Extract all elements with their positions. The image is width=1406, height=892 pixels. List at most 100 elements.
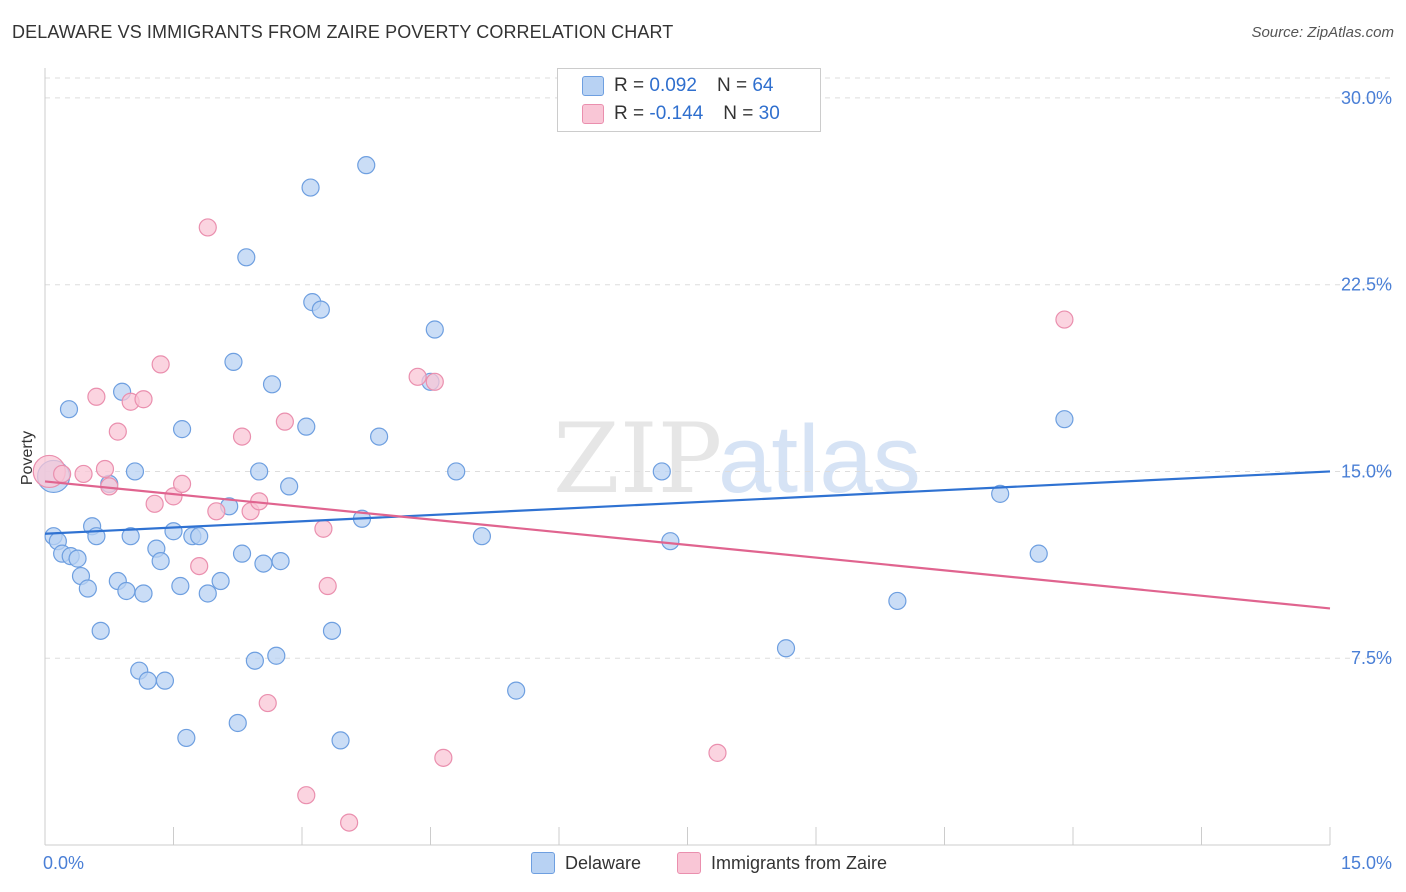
- delaware-point: [472, 527, 491, 546]
- delaware-point: [652, 462, 671, 481]
- zaire-point: [425, 372, 444, 391]
- zaire-swatch: [582, 104, 604, 124]
- delaware-point: [1055, 410, 1074, 429]
- delaware-point: [121, 527, 140, 546]
- source-label: Source: ZipAtlas.com: [1251, 24, 1394, 41]
- zaire-point: [164, 487, 183, 506]
- zaire-point: [258, 693, 277, 713]
- delaware-point: [280, 477, 299, 496]
- delaware-point: [245, 651, 264, 670]
- watermark-zip: ZIP: [553, 403, 722, 515]
- delaware-point: [311, 300, 330, 319]
- zaire-point: [87, 387, 106, 406]
- y-tick-label: 15.0%: [1341, 461, 1392, 481]
- delaware-point: [78, 579, 97, 598]
- r-value-zaire: -0.144: [649, 103, 704, 124]
- delaware-point: [370, 427, 389, 446]
- zaire-point: [275, 412, 294, 431]
- zaire-point: [151, 355, 170, 374]
- zaire-point: [74, 464, 93, 484]
- zaire-point: [340, 813, 359, 832]
- delaware-point: [507, 681, 526, 700]
- delaware-point: [59, 400, 79, 419]
- x-tick-label-min: 0.0%: [43, 853, 84, 873]
- zaire-point: [108, 422, 127, 441]
- grid: [45, 77, 1392, 659]
- zaire-points: [32, 218, 1074, 832]
- delaware-point: [888, 591, 907, 611]
- legend-row-zaire: R = -0.144 N = 30: [582, 101, 780, 127]
- delaware-point: [237, 248, 256, 267]
- zaire-point: [95, 459, 115, 479]
- watermark: ZIP atlas: [553, 403, 921, 515]
- delaware-point: [447, 462, 466, 481]
- delaware-point: [991, 484, 1010, 503]
- delaware-point: [271, 552, 290, 571]
- delaware-point: [155, 671, 175, 690]
- delaware-point: [232, 544, 252, 563]
- delaware-point: [171, 576, 190, 596]
- zaire-point: [232, 427, 252, 446]
- delaware-point: [117, 581, 136, 601]
- zaire-trend-line: [44, 480, 1331, 610]
- delaware-point: [224, 352, 243, 371]
- zaire-point: [134, 390, 153, 409]
- r-label: R =: [614, 75, 645, 96]
- delaware-point: [228, 713, 247, 733]
- zaire-point: [207, 502, 226, 521]
- delaware-point: [297, 417, 316, 436]
- zaire-point: [314, 519, 333, 538]
- n-label: N =: [723, 103, 754, 124]
- n-value-zaire: 30: [758, 103, 780, 124]
- chart-title: DELAWARE VS IMMIGRANTS FROM ZAIRE POVERT…: [12, 22, 674, 42]
- delaware-points: [36, 156, 1074, 750]
- zaire-point: [318, 576, 337, 596]
- delaware-swatch: [582, 76, 604, 96]
- legend-row-delaware: R = 0.092 N = 64: [582, 73, 773, 99]
- delaware-point: [164, 522, 183, 541]
- zaire-point: [172, 474, 192, 494]
- legend-zaire: Immigrants from Zaire: [677, 852, 887, 874]
- y-tick-label: 22.5%: [1341, 275, 1392, 295]
- delaware-point: [125, 462, 145, 481]
- y-tick-label: 30.0%: [1341, 88, 1392, 108]
- x-tick-label-max: 15.0%: [1341, 853, 1392, 873]
- delaware-trend-line: [44, 470, 1331, 535]
- delaware-point: [357, 156, 376, 175]
- n-value-delaware: 64: [752, 75, 774, 96]
- delaware-point: [211, 571, 230, 591]
- delaware-point: [151, 552, 170, 571]
- zaire-point: [297, 786, 316, 805]
- r-value-delaware: 0.092: [649, 75, 697, 96]
- zaire-point: [145, 494, 164, 513]
- legend-delaware: Delaware: [531, 852, 641, 874]
- delaware-point: [91, 621, 110, 640]
- tick-labels: 7.5% 15.0% 22.5% 30.0% 0.0% 15.0%: [43, 88, 1392, 873]
- delaware-point: [198, 584, 217, 603]
- delaware-point: [134, 584, 153, 603]
- delaware-point: [138, 671, 157, 690]
- delaware-point: [776, 639, 796, 658]
- zaire-point: [708, 743, 727, 762]
- zaire-legend-label: Immigrants from Zaire: [711, 852, 888, 873]
- delaware-point: [190, 527, 209, 546]
- zaire-point: [1055, 310, 1074, 329]
- n-label: N =: [716, 75, 748, 96]
- zaire-point: [198, 218, 217, 237]
- delaware-point: [267, 646, 286, 665]
- delaware-point: [254, 554, 273, 573]
- delaware-point: [322, 621, 342, 640]
- delaware-point: [425, 320, 444, 339]
- delaware-point: [68, 549, 87, 568]
- delaware-legend-label: Delaware: [565, 852, 642, 873]
- delaware-point: [262, 375, 282, 394]
- trend-lines: [44, 470, 1331, 610]
- delaware-point: [301, 178, 320, 197]
- r-label: R =: [614, 103, 645, 124]
- delaware-point: [177, 728, 196, 748]
- delaware-point: [1029, 544, 1048, 563]
- zaire-point: [190, 556, 209, 576]
- zaire-point: [434, 748, 453, 767]
- zaire-legend-swatch: [677, 852, 701, 874]
